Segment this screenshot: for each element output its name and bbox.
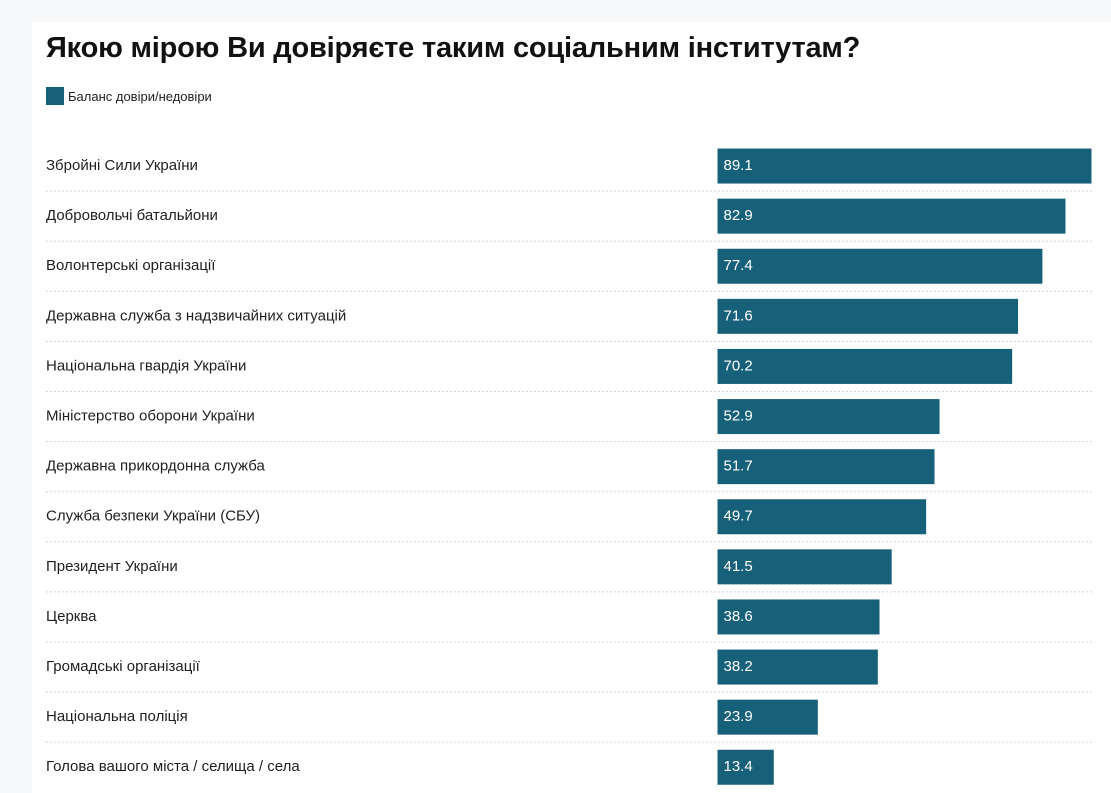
bar-value-label: 77.4: [724, 257, 753, 274]
bar-value-label: 89.1: [724, 157, 753, 174]
bar-row: Національна поліція 23.9: [46, 699, 1094, 743]
bar-row: Збройні Сили України 89.1: [46, 148, 1094, 192]
bar-row: Голова вашого міста / селища / села 13.4: [46, 749, 774, 785]
category-label: Служба безпеки України (СБУ): [46, 508, 260, 525]
chart-title: Якою мірою Ви довіряєте таким соціальним…: [46, 32, 861, 64]
bar: [717, 499, 927, 535]
category-label: Державна служба з надзвичайних ситуацій: [46, 307, 346, 324]
bar-value-label: 51.7: [724, 458, 753, 475]
category-label: Державна прикордонна служба: [46, 458, 265, 475]
category-label: Волонтерські організації: [46, 257, 216, 274]
bar-row: Добровольчі батальйони 82.9: [46, 198, 1094, 242]
bar: [717, 649, 878, 685]
bar-value-label: 70.2: [724, 357, 753, 374]
bar-value-label: 52.9: [724, 408, 753, 425]
bar-value-label: 49.7: [724, 508, 753, 525]
bar-row: Президент України 41.5: [46, 549, 1094, 593]
legend: Баланс довіри/недовіри: [46, 87, 212, 105]
bar-row: Національна гвардія України 70.2: [46, 348, 1094, 392]
bar-value-label: 71.6: [724, 307, 753, 324]
category-label: Міністерство оборони України: [46, 408, 255, 425]
bar-row: Громадські організації 38.2: [46, 649, 1094, 693]
legend-swatch: [46, 87, 64, 105]
bar: [717, 549, 892, 585]
bar-chart-plot: Збройні Сили України 89.1 Добровольчі бата…: [46, 148, 1094, 785]
category-label: Збройні Сили України: [46, 157, 198, 174]
bar: [717, 399, 940, 435]
category-label: Церква: [46, 608, 97, 625]
category-label: Національна гвардія України: [46, 357, 246, 374]
category-label: Добровольчі батальйони: [46, 207, 218, 224]
bar-row: Волонтерські організації 77.4: [46, 248, 1094, 292]
bar: [717, 449, 935, 485]
bar-value-label: 23.9: [724, 708, 753, 725]
category-label: Громадські організації: [46, 658, 201, 675]
legend-label: Баланс довіри/недовіри: [68, 88, 212, 104]
bar: [717, 198, 1066, 234]
bar-value-label: 41.5: [724, 558, 753, 575]
bar: [717, 248, 1043, 284]
category-label: Президент України: [46, 558, 178, 575]
bar-row: Державна служба з надзвичайних ситуацій 7…: [46, 298, 1094, 342]
chart-card: Якою мірою Ви довіряєте таким соціальним…: [32, 22, 1111, 793]
bar: [717, 599, 880, 635]
bar-row: Міністерство оборони України 52.9: [46, 399, 1094, 443]
bar-value-label: 82.9: [724, 207, 753, 224]
bar: [717, 298, 1019, 334]
bar-value-label: 38.6: [724, 608, 753, 625]
bar: [717, 148, 1092, 184]
bar: [717, 749, 774, 785]
bar-value-label: 38.2: [724, 658, 753, 675]
bar-row: Церква 38.6: [46, 599, 1094, 643]
bar-row: Державна прикордонна служба 51.7: [46, 449, 1094, 493]
bar: [717, 348, 1013, 384]
category-label: Національна поліція: [46, 708, 188, 725]
category-label: Голова вашого міста / селища / села: [46, 758, 300, 775]
bar-row: Служба безпеки України (СБУ) 49.7: [46, 499, 1094, 543]
bar: [717, 699, 818, 735]
bar-value-label: 13.4: [724, 758, 753, 775]
